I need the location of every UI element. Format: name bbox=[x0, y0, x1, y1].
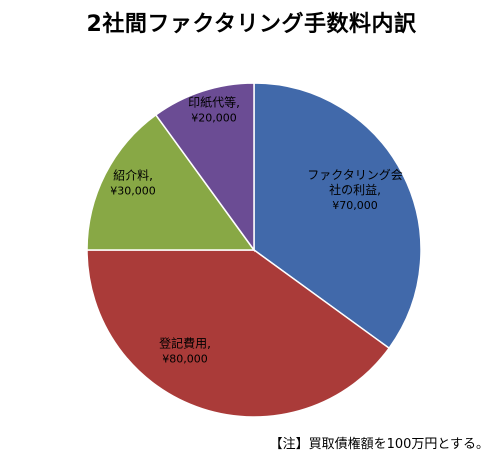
slice-label: 紹介料, ¥30,000 bbox=[110, 169, 156, 198]
chart-title: 2社間ファクタリング手数料内訳 bbox=[86, 12, 417, 37]
slice-value: ¥20,000 bbox=[191, 112, 237, 125]
slice-label-line: 登記費用, bbox=[159, 336, 211, 351]
pie-slice bbox=[86, 249, 391, 418]
slice-value: ¥80,000 bbox=[162, 353, 208, 366]
slice-label-line: 社の利益, bbox=[329, 182, 381, 197]
slice-label-line: ファクタリング会 bbox=[307, 168, 403, 182]
pie-slice bbox=[154, 82, 255, 253]
pie-slice bbox=[86, 113, 256, 251]
slice-label: 印紙代等, ¥20,000 bbox=[188, 95, 240, 125]
pie-labels: ファクタリング会社の利益, ¥70,000 登記費用, ¥80,000 紹介料, ¥30,… bbox=[110, 95, 403, 366]
slice-label: 登記費用, ¥80,000 bbox=[159, 336, 211, 366]
slice-label: ファクタリング会社の利益, ¥70,000 bbox=[307, 168, 403, 212]
pie-slice bbox=[253, 82, 422, 350]
slice-label-line: 紹介料, bbox=[113, 169, 153, 183]
chart-note: 【注】買取債権額を100万円とする。 bbox=[269, 437, 489, 452]
slice-label-line: 印紙代等, bbox=[188, 95, 240, 110]
slice-value: ¥70,000 bbox=[332, 199, 378, 212]
slice-value: ¥30,000 bbox=[110, 185, 156, 198]
pie-slices bbox=[86, 82, 422, 418]
